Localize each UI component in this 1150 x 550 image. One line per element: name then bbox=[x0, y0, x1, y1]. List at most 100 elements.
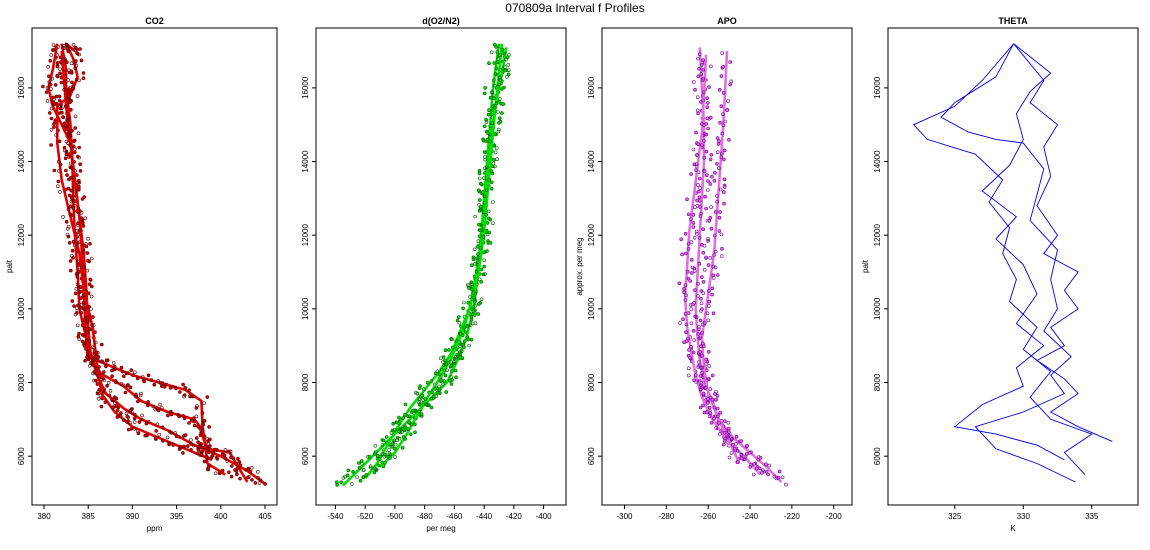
data-point bbox=[720, 151, 724, 156]
data-point bbox=[88, 363, 92, 368]
data-point bbox=[177, 414, 181, 419]
data-point bbox=[258, 478, 263, 483]
data-point bbox=[69, 69, 74, 73]
data-point bbox=[689, 257, 694, 262]
data-point bbox=[188, 394, 192, 399]
series-line-4 bbox=[55, 42, 213, 462]
data-point bbox=[686, 247, 691, 251]
data-point bbox=[83, 326, 88, 331]
data-point bbox=[704, 132, 709, 137]
data-point bbox=[697, 189, 701, 194]
data-point bbox=[72, 144, 76, 149]
data-point bbox=[377, 457, 382, 461]
data-point bbox=[94, 378, 98, 383]
data-point bbox=[491, 200, 495, 204]
data-point bbox=[709, 205, 713, 209]
data-point bbox=[686, 276, 691, 281]
data-point bbox=[706, 400, 710, 405]
data-point bbox=[703, 385, 708, 390]
data-point bbox=[718, 410, 723, 415]
data-point bbox=[100, 342, 104, 347]
data-point bbox=[479, 181, 483, 186]
data-point bbox=[80, 197, 85, 201]
data-point bbox=[712, 405, 717, 410]
data-point bbox=[132, 416, 137, 421]
data-point bbox=[111, 405, 115, 410]
data-point bbox=[153, 407, 158, 412]
data-point bbox=[726, 426, 731, 431]
data-point bbox=[441, 382, 445, 387]
y-tick-label: 10000 bbox=[17, 297, 26, 320]
data-point bbox=[155, 422, 160, 427]
data-point bbox=[689, 172, 693, 176]
data-point bbox=[728, 82, 733, 87]
data-point bbox=[720, 51, 725, 55]
data-point bbox=[684, 322, 689, 327]
data-point bbox=[137, 420, 142, 424]
data-point bbox=[75, 94, 80, 98]
data-point bbox=[686, 336, 690, 341]
data-point bbox=[54, 101, 59, 106]
data-point bbox=[132, 426, 137, 431]
data-point bbox=[80, 332, 85, 337]
data-point bbox=[181, 451, 185, 455]
data-point bbox=[191, 443, 196, 448]
data-point bbox=[706, 126, 710, 131]
data-point bbox=[72, 304, 76, 308]
data-point bbox=[51, 95, 56, 100]
data-point bbox=[479, 204, 483, 209]
data-point bbox=[483, 157, 488, 162]
data-point bbox=[726, 99, 730, 103]
data-point bbox=[87, 282, 92, 287]
x-axis-label: per meg bbox=[426, 524, 455, 533]
data-point bbox=[90, 256, 94, 261]
data-point bbox=[87, 327, 92, 331]
data-point bbox=[105, 358, 110, 363]
data-point bbox=[213, 447, 217, 452]
data-point bbox=[391, 421, 396, 426]
data-point bbox=[58, 162, 63, 167]
data-point bbox=[477, 222, 481, 227]
data-point bbox=[697, 66, 701, 71]
data-point bbox=[474, 269, 479, 274]
data-point bbox=[133, 412, 137, 417]
data-point bbox=[682, 290, 686, 295]
data-point bbox=[699, 63, 704, 67]
data-point bbox=[156, 408, 161, 413]
data-point bbox=[104, 364, 108, 369]
data-point bbox=[407, 420, 411, 425]
data-point bbox=[64, 219, 69, 224]
y-tick-label: 8000 bbox=[873, 373, 882, 391]
data-point bbox=[397, 436, 402, 441]
data-point bbox=[488, 96, 493, 100]
data-point bbox=[718, 210, 722, 214]
data-point bbox=[462, 339, 467, 343]
plot-frame bbox=[887, 27, 1139, 506]
data-point bbox=[500, 47, 505, 52]
data-point bbox=[77, 262, 81, 267]
data-point bbox=[472, 295, 476, 300]
data-point bbox=[73, 189, 78, 194]
data-point bbox=[78, 47, 82, 51]
data-point bbox=[424, 402, 428, 407]
data-point bbox=[448, 378, 452, 383]
data-point bbox=[140, 413, 144, 418]
data-point bbox=[171, 443, 175, 447]
data-point bbox=[707, 219, 712, 223]
data-point bbox=[187, 421, 191, 425]
data-point bbox=[722, 185, 727, 189]
data-point bbox=[705, 105, 710, 109]
data-point bbox=[492, 96, 496, 100]
data-point bbox=[76, 131, 81, 136]
data-point bbox=[362, 468, 366, 472]
data-point bbox=[125, 414, 130, 419]
data-point bbox=[696, 332, 701, 336]
data-point bbox=[719, 104, 724, 108]
data-point bbox=[727, 430, 731, 434]
data-point bbox=[196, 424, 200, 429]
data-point bbox=[95, 391, 100, 396]
data-point bbox=[702, 320, 707, 325]
x-tick-label: -260 bbox=[700, 512, 717, 521]
data-point bbox=[705, 96, 710, 100]
data-point bbox=[90, 323, 94, 327]
